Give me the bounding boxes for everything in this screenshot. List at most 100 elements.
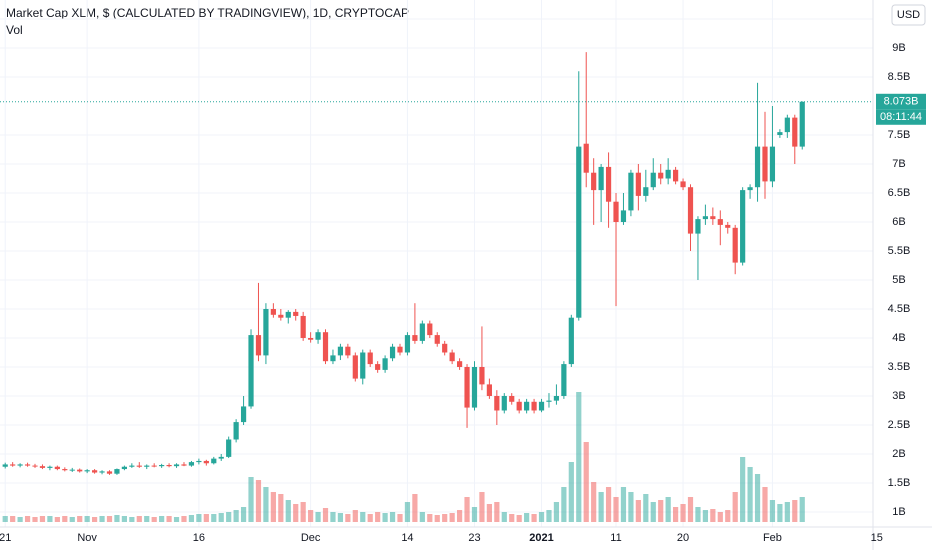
volume-bar: [211, 514, 217, 522]
volume-bar: [501, 512, 507, 522]
x-tick-label: 2021: [529, 532, 553, 544]
candle-body: [479, 366, 485, 385]
candle-body: [397, 346, 403, 353]
volume-bar: [695, 507, 701, 522]
currency-button[interactable]: [891, 4, 926, 26]
volume-bar: [509, 514, 515, 522]
volume-bar: [650, 502, 656, 522]
volume-bar: [628, 492, 634, 522]
x-tick-label: 16: [193, 532, 205, 544]
volume-bar: [613, 497, 619, 522]
volume-bar: [173, 517, 180, 522]
volume-bar: [240, 507, 247, 522]
volume-bar: [673, 507, 679, 522]
candle-body: [84, 470, 90, 472]
candle-body: [591, 172, 597, 191]
candle-body: [166, 465, 172, 467]
candle-body: [211, 458, 217, 464]
candle-body: [248, 335, 254, 407]
volume-bar: [91, 517, 98, 522]
candle-body: [300, 315, 306, 338]
candle-body: [62, 469, 68, 471]
volume-bar: [330, 512, 336, 522]
volume-bar: [322, 508, 329, 522]
volume-bar: [54, 517, 60, 522]
volume-bar: [144, 516, 150, 522]
volume-bar: [427, 514, 433, 522]
x-tick-label: 11: [610, 532, 621, 544]
candle-body: [196, 460, 202, 463]
candle-body: [643, 187, 649, 196]
volume-bar: [39, 516, 46, 522]
volume-bar: [375, 512, 381, 522]
candle-body: [695, 219, 701, 234]
candle-body: [576, 146, 582, 318]
candle-body: [2, 464, 8, 467]
candle-body: [278, 314, 284, 318]
volume-bar: [114, 515, 120, 522]
candle-body: [762, 146, 768, 182]
volume-bar: [159, 516, 165, 522]
volume-bar: [754, 474, 761, 522]
volume-bar: [769, 500, 776, 522]
candle-body: [710, 216, 716, 220]
candle-body: [740, 190, 746, 263]
volume-bar: [226, 512, 232, 522]
candle-body: [91, 470, 98, 473]
volume-bar: [479, 492, 485, 522]
candle-body: [516, 401, 522, 411]
candle-body: [427, 323, 433, 336]
y-tick-label: 5B: [892, 274, 905, 286]
volume-bar: [360, 512, 366, 522]
y-tick-label: 3.5B: [888, 361, 911, 373]
volume-bar: [2, 516, 8, 522]
volume-bar: [151, 517, 157, 522]
volume-bar: [687, 497, 694, 522]
candle-body: [136, 465, 142, 467]
volume-bar: [456, 510, 463, 522]
candle-body: [233, 422, 239, 440]
candle-body: [226, 439, 232, 457]
candle-body: [285, 311, 291, 318]
candle-body: [106, 471, 113, 474]
volume-bar: [99, 516, 105, 522]
candle-body: [620, 210, 627, 223]
volume-bar: [77, 516, 83, 522]
y-tick-label: 5.5B: [888, 245, 911, 257]
volume-bar: [702, 510, 709, 522]
volume-bar: [136, 516, 142, 522]
candle-body: [501, 395, 507, 411]
volume-bar: [300, 502, 306, 522]
volume-bar: [218, 513, 224, 522]
volume-bar: [658, 500, 664, 522]
volume-bar: [367, 514, 373, 522]
y-tick-label: 8.5B: [888, 71, 911, 83]
volume-bar: [382, 513, 388, 522]
candle-body: [270, 308, 276, 315]
candle-body: [531, 401, 537, 411]
volume-bar: [784, 502, 790, 522]
countdown-box: [876, 109, 926, 125]
candle-body: [725, 224, 731, 228]
candle-body: [687, 187, 694, 234]
y-tick-label: 4.5B: [888, 303, 911, 315]
volume-bar: [494, 502, 500, 522]
volume-bar: [635, 500, 641, 522]
candle-body: [702, 216, 709, 220]
candle-body: [553, 395, 560, 401]
volume-bar: [471, 507, 478, 522]
candle-body: [717, 219, 723, 225]
last-price-label: 8.073B: [884, 96, 919, 108]
volume-bar: [449, 513, 455, 522]
candle-body: [375, 364, 381, 370]
candle-body: [39, 466, 46, 468]
y-tick-label: 1.5B: [888, 477, 911, 489]
volume-bar: [620, 487, 627, 522]
candle-body: [732, 227, 738, 263]
candle-body: [330, 355, 336, 362]
candle-body: [337, 346, 344, 356]
x-tick-label: 14: [401, 532, 413, 544]
candle-body: [561, 364, 567, 396]
volume-label: Vol: [6, 23, 23, 37]
x-tick-label: Dec: [301, 532, 321, 544]
